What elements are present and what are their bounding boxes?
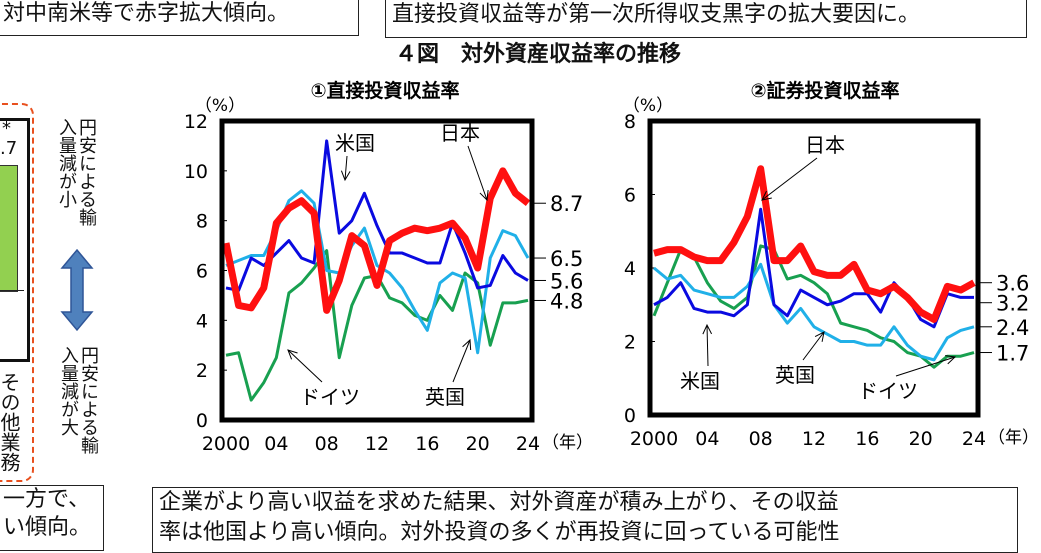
bottom-right-caption: 企業がより高い収益を求めた結果、対外資産が積み上がり、その収益 率は他国より高い… [152,487,1018,553]
y-tick-label: 8 [624,111,636,133]
x-tick-label: 08 [749,428,773,450]
y-tick-label: 0 [196,410,208,432]
arrowhead-icon [479,190,489,202]
x-tick-label: 04 [695,428,719,450]
figure-title: ４図 対外資産収益率の推移 [395,42,682,67]
series-name-us: 米国 [335,131,375,155]
x-tick-label: 24 [516,433,540,455]
dashed-frame [0,103,34,482]
arrowhead-icon [340,170,351,182]
value-label: .7 [0,138,18,159]
end-value-label-us: 3.2 [996,292,1029,316]
chart-title: ①直接投資収益率 [310,79,459,102]
chart-line [0,290,24,291]
series-name-germany: ドイツ [300,385,360,409]
series-name-germany: ドイツ [858,379,918,403]
y-tick-label: 4 [624,258,636,280]
series-name-japan: 日本 [805,133,845,157]
plot-frame [219,118,535,423]
x-tick-label: 04 [264,433,288,455]
pointer-arrow [895,356,956,377]
end-value-label-uk: 2.4 [996,316,1029,340]
end-value-label-uk: 6.5 [550,247,583,271]
pointer-arrow [452,339,471,383]
y-tick-label: 10 [184,161,208,183]
y-tick-label: 8 [196,211,208,233]
x-tick-label: 16 [415,433,439,455]
pointer-arrow [761,157,818,201]
series-line-uk [225,189,530,355]
series-line-japan [653,165,976,323]
partial-chart-box [0,118,30,362]
series-line-japan [222,167,531,314]
series-name-uk: 英国 [775,363,815,387]
bottom-left-caption: 一方で、 い傾向。 [0,485,104,551]
upper-yen-label: 円安による輸入量減が小 [56,118,97,226]
pointer-arrow [802,331,825,361]
series-name-japan: 日本 [440,121,480,145]
bottom-right-line1: 企業がより高い収益を求めた結果、対外資産が積み上がり、その収益 [159,490,839,515]
end-value-label-japan: 8.7 [550,192,583,216]
arrowhead-icon [462,338,472,351]
y-tick-label: 6 [624,185,636,207]
x-tick-label: 12 [802,428,826,450]
end-value-label-japan: 3.6 [996,272,1029,296]
y-tick-label: 12 [184,111,208,133]
arrowhead-icon [761,190,772,201]
bottom-left-line1: 一方で、 [3,487,91,512]
x-tick-label: 2000 [202,433,250,455]
arrowhead-icon [702,323,713,335]
series-line-uk [653,262,975,362]
series-name-us: 米国 [680,369,720,393]
end-value-label-germany: 1.7 [996,342,1029,366]
x-tick-label: 08 [315,433,339,455]
y-tick-label: 6 [196,261,208,283]
chart-title: ②証券投資収益率 [750,79,899,102]
double-arrow-icon [60,248,94,332]
plot-frame [647,118,981,418]
arrowhead-icon [287,349,298,360]
x-axis-unit: （年） [542,433,593,453]
pointer-arrow [344,155,348,181]
bottom-right-line2: 率は他国より高い傾向。対外投資の多くが再投資に回っている可能性 [159,520,840,545]
x-tick-label: 20 [909,428,933,450]
arrowhead-icon [814,331,825,342]
y-tick-label: 2 [624,332,636,354]
arrowhead-icon [945,355,957,365]
top-left-caption: 対中南米等で赤字拡大傾向。 [0,0,359,36]
end-value-label-germany: 4.8 [550,289,583,313]
x-tick-label: 16 [855,428,879,450]
pointer-arrow [467,145,488,201]
other-services-label: その他業務 [0,372,21,472]
x-tick-label: 2000 [630,428,678,450]
x-tick-label: 12 [365,433,389,455]
x-tick-label: 20 [466,433,490,455]
y-axis-unit: （%） [195,96,245,116]
y-axis-unit: （%） [623,96,673,116]
top-right-caption: 直接投資収益等が第一次所得収支黒字の拡大要因に。 [385,0,1027,38]
x-tick-label: 24 [962,428,986,450]
star-label: * [2,118,11,139]
lower-yen-label: 円安による輸入量減が大 [58,346,99,454]
pointer-arrow [706,324,709,367]
end-value-label-us: 5.6 [550,269,583,293]
series-line-us [225,139,529,292]
series-name-uk: 英国 [425,385,465,409]
pointer-arrow [287,349,323,383]
y-tick-label: 0 [624,405,636,427]
x-axis-unit: （年） [988,428,1039,448]
y-tick-label: 2 [196,360,208,382]
series-line-us [653,207,974,329]
green-bar [0,165,18,292]
bottom-left-line2: い傾向。 [3,515,92,540]
y-tick-label: 4 [196,310,208,332]
